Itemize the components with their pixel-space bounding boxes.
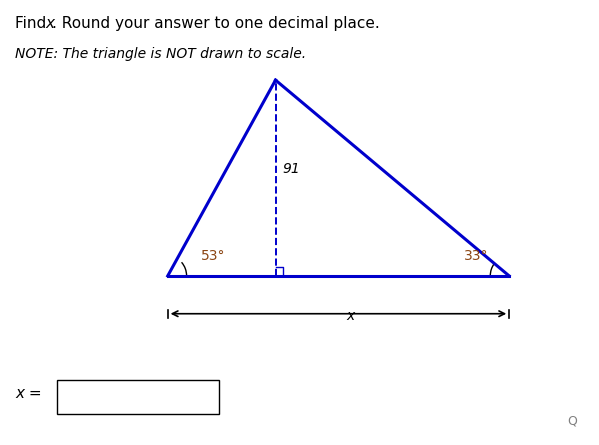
Text: x: x (346, 309, 355, 323)
Text: Q: Q (567, 414, 577, 427)
Text: 33°: 33° (464, 249, 489, 263)
Text: x: x (45, 16, 54, 31)
Text: . Round your answer to one decimal place.: . Round your answer to one decimal place… (52, 16, 379, 31)
Bar (57, 380, 219, 414)
Text: Find: Find (15, 16, 51, 31)
Text: x =: x = (15, 386, 41, 401)
Text: 91: 91 (283, 162, 301, 176)
Text: 53°: 53° (201, 249, 225, 263)
Text: NOTE: The triangle is NOT drawn to scale.: NOTE: The triangle is NOT drawn to scale… (15, 47, 306, 61)
